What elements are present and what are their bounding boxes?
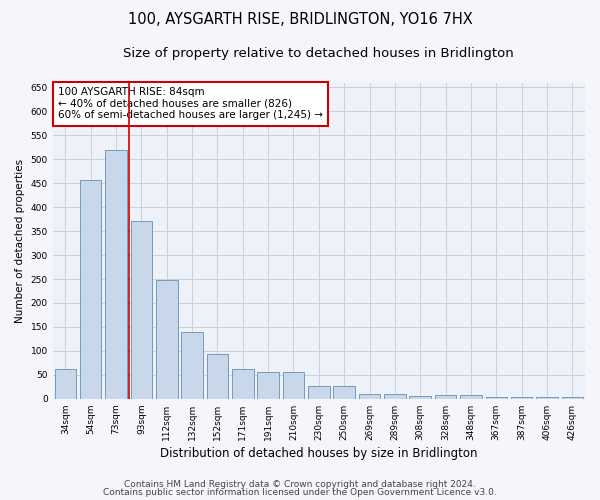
Bar (334, 386, 355, 399)
Bar (80, 180, 101, 399)
Text: Contains HM Land Registry data © Crown copyright and database right 2024.: Contains HM Land Registry data © Crown c… (124, 480, 476, 489)
Bar (181, 332, 203, 399)
Bar (562, 398, 583, 399)
Bar (511, 397, 532, 399)
Bar (283, 372, 304, 399)
Bar (536, 398, 558, 399)
Bar (55, 369, 76, 399)
Title: Size of property relative to detached houses in Bridlington: Size of property relative to detached ho… (124, 48, 514, 60)
Bar (105, 150, 127, 399)
Bar (257, 372, 279, 399)
Y-axis label: Number of detached properties: Number of detached properties (15, 158, 25, 322)
Bar (460, 395, 482, 399)
Bar (409, 396, 431, 399)
Text: 100, AYSGARTH RISE, BRIDLINGTON, YO16 7HX: 100, AYSGARTH RISE, BRIDLINGTON, YO16 7H… (128, 12, 472, 28)
Bar (131, 222, 152, 399)
Text: 100 AYSGARTH RISE: 84sqm
← 40% of detached houses are smaller (826)
60% of semi-: 100 AYSGARTH RISE: 84sqm ← 40% of detach… (58, 87, 323, 120)
Bar (485, 398, 507, 399)
Bar (359, 394, 380, 399)
Bar (435, 396, 457, 399)
Text: Contains public sector information licensed under the Open Government Licence v3: Contains public sector information licen… (103, 488, 497, 497)
Bar (308, 386, 329, 399)
Bar (232, 369, 254, 399)
X-axis label: Distribution of detached houses by size in Bridlington: Distribution of detached houses by size … (160, 447, 478, 460)
Bar (156, 280, 178, 399)
Bar (206, 354, 228, 399)
Bar (384, 394, 406, 399)
